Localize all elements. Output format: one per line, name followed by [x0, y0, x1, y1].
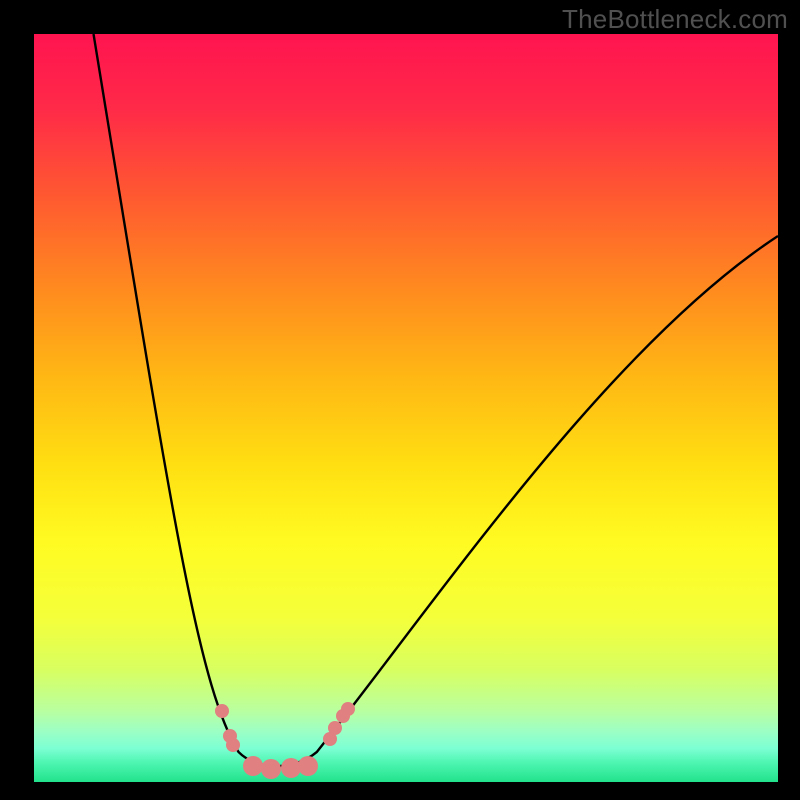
curve-marker — [341, 702, 355, 716]
curve-marker — [215, 704, 229, 718]
watermark-text: TheBottleneck.com — [562, 4, 788, 35]
curve-marker — [226, 738, 240, 752]
plot-area — [34, 34, 778, 782]
curve-marker — [328, 721, 342, 735]
curve-marker — [298, 756, 318, 776]
curve-marker — [261, 759, 281, 779]
markers-layer — [34, 34, 778, 782]
